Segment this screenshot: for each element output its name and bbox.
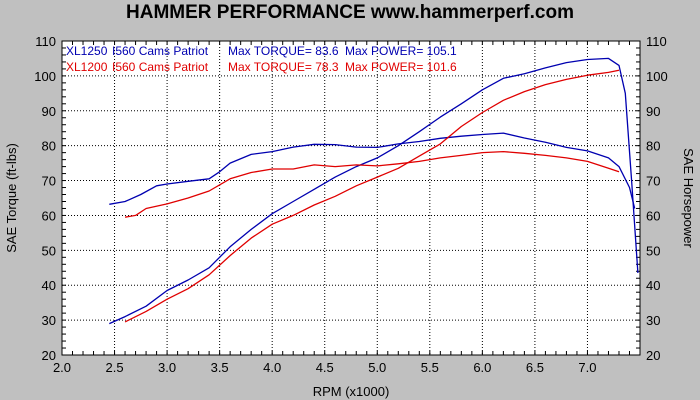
- y-tick-label-left: 110: [35, 34, 56, 49]
- legend-cams: I560 Cams Patriot: [112, 44, 209, 58]
- minor-ticks: [61, 40, 641, 356]
- series-line-4: [124, 69, 620, 323]
- y-tick-label-right: 20: [646, 348, 660, 363]
- y-axis-left-ticks: 20 30 40 50 60 70 80 90 100 110: [34, 34, 56, 363]
- y-tick-label-right: 70: [646, 174, 660, 189]
- y-tick-label-left: 60: [42, 208, 56, 223]
- series-group: [109, 57, 639, 325]
- y-axis-right-ticks: 20 30 40 50 60 70 80 90 100 110: [646, 34, 668, 363]
- x-tick-label: 4.0: [263, 360, 281, 375]
- x-tick-label: 7.0: [578, 360, 596, 375]
- legend-torque: Max TORQUE= 83.6: [228, 44, 339, 58]
- plot-area: [61, 40, 641, 356]
- y-tick-label-left: 70: [42, 174, 56, 189]
- series-line-3: [124, 150, 620, 218]
- grid: [62, 41, 640, 355]
- y-tick-label-left: 50: [42, 243, 56, 258]
- x-tick-label: 5.5: [421, 360, 439, 375]
- y-tick-label-left: 40: [42, 278, 56, 293]
- legend-bike: XL1250: [66, 44, 108, 58]
- y-tick-label-left: 20: [42, 348, 56, 363]
- y-tick-label-right: 60: [646, 208, 660, 223]
- legend-torque: Max TORQUE= 78.3: [228, 60, 339, 74]
- x-tick-label: 3.0: [158, 360, 176, 375]
- y-tick-label-left: 80: [42, 139, 56, 154]
- y-tick-label-right: 90: [646, 104, 660, 119]
- y-tick-label-left: 30: [42, 313, 56, 328]
- x-tick-label: 6.5: [526, 360, 544, 375]
- chart-title: HAMMER PERFORMANCE www.hammerperf.com: [126, 2, 574, 23]
- y-axis-left-label: SAE Torque (ft-lbs): [4, 143, 19, 253]
- legend-entry-xl1250: XL1250 I560 Cams Patriot Max TORQUE= 83.…: [66, 44, 457, 58]
- legend-bike: XL1200: [66, 60, 108, 74]
- x-tick-label: 5.0: [368, 360, 386, 375]
- x-tick-label: 3.5: [211, 360, 229, 375]
- x-tick-label: 2.5: [106, 360, 124, 375]
- y-tick-label-left: 90: [42, 104, 56, 119]
- y-tick-label-left: 100: [34, 69, 56, 84]
- y-tick-label-right: 110: [646, 34, 667, 49]
- legend-cams: I560 Cams Patriot: [112, 60, 209, 74]
- series-line-2: [109, 57, 639, 325]
- x-axis-label: RPM (x1000): [313, 384, 390, 399]
- y-tick-label-right: 40: [646, 278, 660, 293]
- x-axis-ticks: 2.0 2.5 3.0 3.5 4.0 4.5 5.0 5.5 6.0 6.5 7.0: [53, 360, 597, 375]
- y-axis-right-label: SAE Horsepower: [681, 148, 696, 248]
- y-tick-label-right: 100: [646, 69, 668, 84]
- legend: XL1250 I560 Cams Patriot Max TORQUE= 83.…: [66, 44, 457, 74]
- x-tick-label: 2.0: [53, 360, 71, 375]
- series-line-1: [109, 132, 636, 209]
- legend-entry-xl1200: XL1200 I560 Cams Patriot Max TORQUE= 78.…: [66, 60, 457, 74]
- legend-power: Max POWER= 101.6: [345, 60, 457, 74]
- y-tick-label-right: 50: [646, 243, 660, 258]
- x-tick-label: 6.0: [473, 360, 491, 375]
- legend-power: Max POWER= 105.1: [345, 44, 457, 58]
- y-tick-label-right: 80: [646, 139, 660, 154]
- y-tick-label-right: 30: [646, 313, 660, 328]
- x-tick-label: 4.5: [316, 360, 334, 375]
